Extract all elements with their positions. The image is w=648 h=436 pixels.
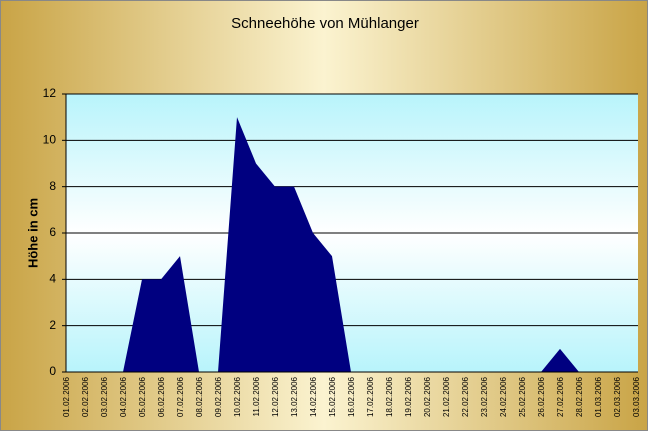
x-tick-label: 17.02.2006: [366, 376, 375, 417]
x-tick-label: 02.02.2006: [81, 376, 90, 417]
x-tick-label: 09.02.2006: [214, 376, 223, 417]
x-tick-label: 19.02.2006: [404, 376, 413, 417]
y-tick-label: 2: [49, 318, 56, 332]
x-tick-label: 28.02.2006: [575, 376, 584, 417]
x-tick-label: 15.02.2006: [328, 376, 337, 417]
y-tick-label: 0: [49, 364, 56, 378]
chart-title: Schneehöhe von Mühlanger: [231, 15, 419, 32]
y-tick-label: 10: [43, 133, 57, 147]
y-axis-label: Höhe in cm: [25, 198, 40, 268]
x-tick-label: 21.02.2006: [442, 376, 451, 417]
x-tick-label: 25.02.2006: [518, 376, 527, 417]
x-tick-label: 08.02.2006: [195, 376, 204, 417]
x-tick-label: 16.02.2006: [347, 376, 356, 417]
x-tick-label: 01.03.2006: [594, 376, 603, 417]
x-tick-label: 26.02.2006: [537, 376, 546, 417]
y-tick-label: 12: [43, 86, 57, 100]
y-tick-label: 6: [49, 225, 56, 239]
x-tick-label: 23.02.2006: [480, 376, 489, 417]
x-tick-label: 20.02.2006: [423, 376, 432, 417]
x-tick-label: 18.02.2006: [385, 376, 394, 417]
x-tick-label: 11.02.2006: [252, 376, 261, 416]
x-tick-label: 03.03.2006: [632, 376, 641, 417]
x-tick-label: 05.02.2006: [138, 376, 147, 417]
x-tick-label: 12.02.2006: [271, 376, 280, 417]
x-tick-label: 03.02.2006: [100, 376, 109, 417]
y-tick-label: 8: [49, 179, 56, 193]
x-tick-label: 06.02.2006: [157, 376, 166, 417]
x-tick-label: 01.02.2006: [62, 376, 71, 417]
x-tick-label: 04.02.2006: [119, 376, 128, 417]
x-tick-label: 07.02.2006: [176, 376, 185, 417]
x-tick-label: 13.02.2006: [290, 376, 299, 417]
y-tick-label: 4: [49, 272, 56, 286]
x-tick-label: 14.02.2006: [309, 376, 318, 417]
x-tick-label: 24.02.2006: [499, 376, 508, 417]
x-tick-label: 10.02.2006: [233, 376, 242, 417]
x-tick-label: 02.03.2006: [613, 376, 622, 417]
x-tick-label: 22.02.2006: [461, 376, 470, 417]
x-tick-label: 27.02.2006: [556, 376, 565, 417]
